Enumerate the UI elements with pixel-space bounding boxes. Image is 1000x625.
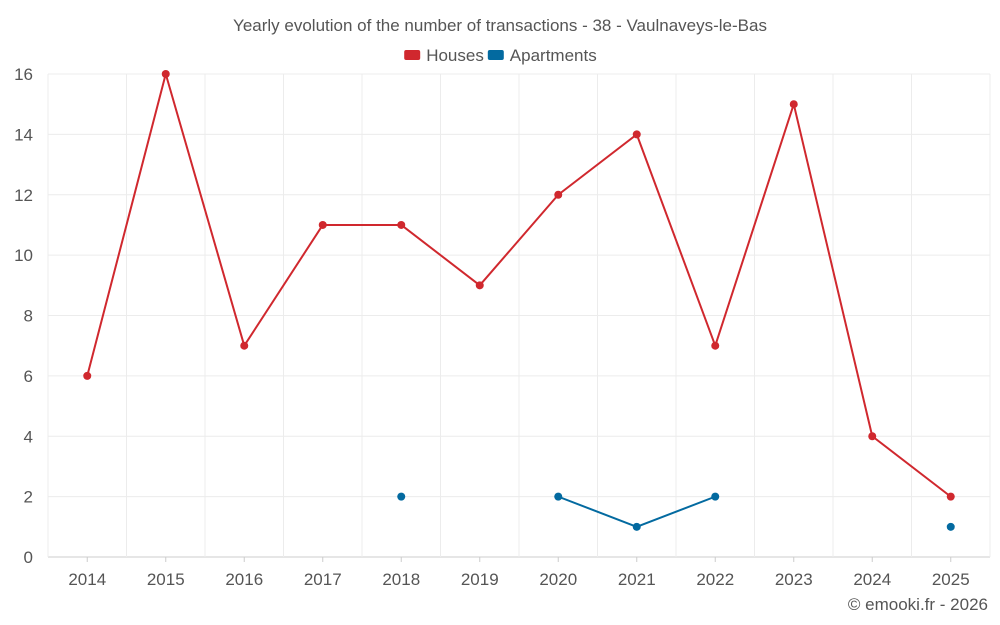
credit-text: © emooki.fr - 2026 xyxy=(847,595,988,614)
x-tick-label: 2018 xyxy=(382,570,420,589)
series-houses xyxy=(83,70,955,501)
data-point xyxy=(475,281,484,290)
data-point xyxy=(161,70,170,78)
series-line xyxy=(557,495,716,528)
x-tick-label: 2022 xyxy=(696,570,734,589)
x-tick-label: 2016 xyxy=(225,570,263,589)
y-tick-label: 16 xyxy=(14,65,33,84)
data-point xyxy=(711,492,720,501)
data-point xyxy=(711,341,720,350)
x-tick-label: 2019 xyxy=(461,570,499,589)
x-tick-label: 2014 xyxy=(68,570,106,589)
y-tick-label: 14 xyxy=(14,125,33,144)
data-point xyxy=(554,492,563,501)
data-point xyxy=(83,371,92,380)
y-axis: 0 2 4 6 8 10 12 14 16 xyxy=(14,65,33,567)
x-tick-label: 2023 xyxy=(775,570,813,589)
legend-label-houses: Houses xyxy=(426,46,484,65)
x-tick-label: 2020 xyxy=(539,570,577,589)
y-tick-label: 4 xyxy=(24,427,33,446)
series-line xyxy=(86,73,952,498)
data-point xyxy=(868,432,877,441)
x-tick-label: 2017 xyxy=(304,570,342,589)
x-tick-label: 2015 xyxy=(147,570,185,589)
series-apartments xyxy=(397,492,955,531)
data-point xyxy=(397,492,406,501)
chart-title: Yearly evolution of the number of transa… xyxy=(233,16,767,35)
data-point xyxy=(554,190,563,199)
legend-label-apartments: Apartments xyxy=(510,46,597,65)
grid xyxy=(47,73,991,558)
y-tick-label: 6 xyxy=(24,367,33,386)
data-point xyxy=(946,522,955,531)
data-point xyxy=(632,130,641,139)
x-axis: 2014 2015 2016 2017 2018 2019 2020 2021 2022 2023… xyxy=(68,557,970,589)
y-tick-label: 10 xyxy=(14,246,33,265)
x-tick-label: 2021 xyxy=(618,570,656,589)
data-point xyxy=(397,220,406,229)
data-point xyxy=(946,492,955,501)
legend-swatch-houses xyxy=(404,50,421,60)
data-point xyxy=(789,100,798,109)
data-point xyxy=(632,522,641,531)
legend: Houses Apartments xyxy=(404,46,597,65)
x-tick-label: 2025 xyxy=(932,570,970,589)
data-point xyxy=(318,220,327,229)
y-tick-label: 0 xyxy=(24,548,33,567)
data-point xyxy=(240,341,249,350)
y-tick-label: 2 xyxy=(24,488,33,507)
x-tick-label: 2024 xyxy=(853,570,891,589)
series-group xyxy=(83,70,955,531)
y-tick-label: 8 xyxy=(24,307,33,326)
legend-swatch-apartments xyxy=(487,50,504,60)
y-tick-label: 12 xyxy=(14,186,33,205)
